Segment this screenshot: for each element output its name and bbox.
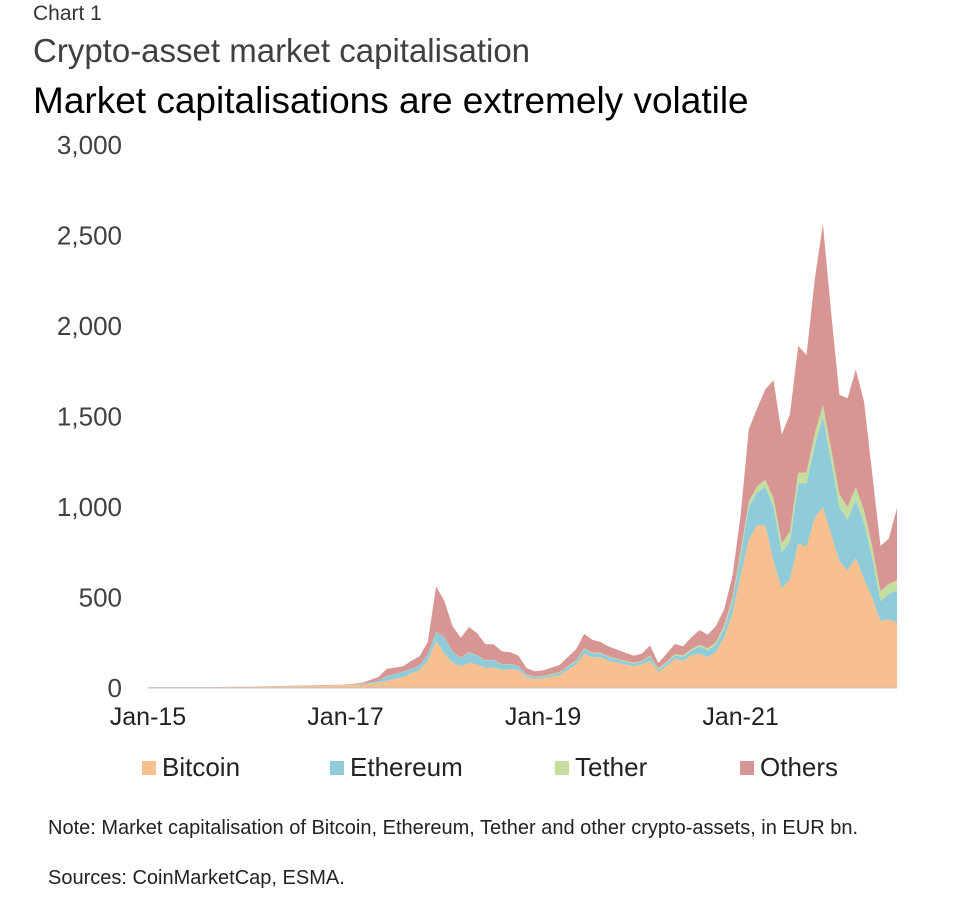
y-tick-label: 0 xyxy=(108,673,122,703)
legend-label-others: Others xyxy=(760,752,839,782)
y-tick-label: 3,000 xyxy=(57,130,122,160)
x-tick-label: Jan-15 xyxy=(110,703,186,731)
y-tick-label: 1,500 xyxy=(57,402,122,432)
legend-swatch-ethereum xyxy=(330,760,344,775)
legend-item-others: Others xyxy=(740,752,838,783)
chart-label: Chart 1 xyxy=(33,2,102,25)
chart-subtitle: Crypto-asset market capitalisation xyxy=(33,32,531,69)
area-ethereum xyxy=(148,416,897,688)
legend-item-bitcoin: Bitcoin xyxy=(142,752,240,783)
y-tick-label: 2,000 xyxy=(57,311,122,341)
chart-legend: Bitcoin Ethereum Tether Others xyxy=(0,752,967,786)
y-tick-label: 2,500 xyxy=(57,221,122,251)
chart-note: Note: Market capitalisation of Bitcoin, … xyxy=(48,817,859,839)
legend-item-ethereum: Ethereum xyxy=(330,752,463,783)
chart-sources: Sources: CoinMarketCap, ESMA. xyxy=(48,867,345,889)
legend-label-ethereum: Ethereum xyxy=(350,752,463,782)
x-tick-label: Jan-17 xyxy=(307,703,383,731)
legend-label-tether: Tether xyxy=(575,752,648,782)
legend-item-tether: Tether xyxy=(555,752,647,783)
legend-swatch-tether xyxy=(555,760,569,775)
legend-swatch-bitcoin xyxy=(142,760,156,775)
x-tick-label: Jan-19 xyxy=(505,703,581,731)
legend-swatch-others xyxy=(740,760,754,775)
y-tick-label: 500 xyxy=(79,583,122,613)
area-bitcoin xyxy=(148,507,897,688)
x-tick-label: Jan-21 xyxy=(702,703,778,731)
chart-title: Market capitalisations are extremely vol… xyxy=(33,80,749,121)
area-others xyxy=(148,223,897,688)
y-tick-label: 1,000 xyxy=(57,492,122,522)
legend-label-bitcoin: Bitcoin xyxy=(162,752,241,782)
